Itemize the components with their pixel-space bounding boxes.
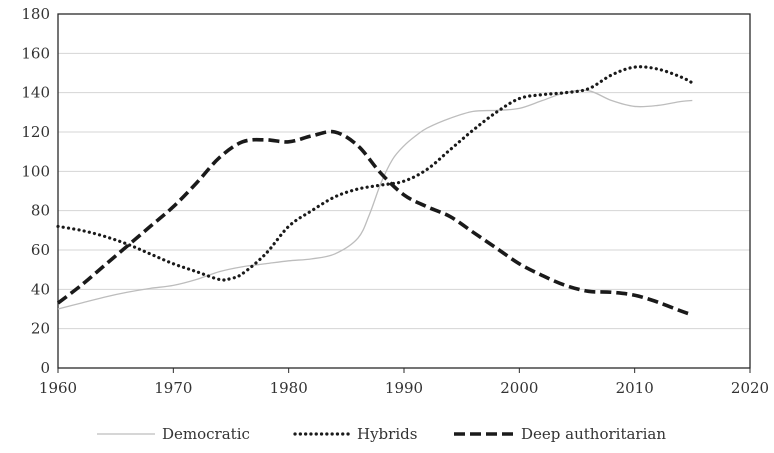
- y-tick-label-180: 180: [21, 5, 50, 23]
- legend-item-deep-authoritarian: Deep authoritarian: [454, 425, 666, 443]
- legend-label-hybrids: Hybrids: [357, 425, 417, 443]
- y-tick-label-140: 140: [21, 84, 50, 102]
- y-tick-label-0: 0: [40, 359, 50, 377]
- series-line-hybrids: [56, 65, 694, 282]
- y-tick-label-60: 60: [31, 241, 50, 259]
- x-tick-label-2000: 2000: [500, 379, 538, 397]
- x-tick-label-2010: 2010: [616, 379, 654, 397]
- y-tick-label-80: 80: [31, 202, 50, 220]
- series-line-deep-authoritarian: [56, 129, 693, 317]
- legend-item-hybrids: Hybrids: [293, 425, 417, 443]
- series-line-democratic: [57, 89, 693, 310]
- legend-label-democratic: Democratic: [162, 425, 250, 443]
- legend: Democratic Hybrids Deep authoritarian: [97, 425, 666, 443]
- gridlines: [58, 52, 750, 330]
- legend-label-deep-authoritarian: Deep authoritarian: [521, 425, 666, 443]
- x-tick-label-2020: 2020: [731, 379, 769, 397]
- legend-item-democratic: Democratic: [97, 425, 250, 443]
- y-tick-label-20: 20: [31, 320, 50, 338]
- x-tick-label-1970: 1970: [154, 379, 192, 397]
- series-layer: [56, 65, 694, 317]
- y-tick-label-40: 40: [31, 280, 50, 298]
- x-axis-ticks: 1960 1970 1980 1990 2000 2010 2020: [39, 368, 769, 397]
- y-tick-label-100: 100: [21, 162, 50, 180]
- x-tick-label-1960: 1960: [39, 379, 77, 397]
- y-axis-ticks: 0 20 40 60 80 100 120 140 160 180: [21, 5, 50, 377]
- y-tick-label-120: 120: [21, 123, 50, 141]
- y-tick-label-160: 160: [21, 44, 50, 62]
- x-tick-label-1990: 1990: [385, 379, 423, 397]
- x-tick-label-1980: 1980: [270, 379, 308, 397]
